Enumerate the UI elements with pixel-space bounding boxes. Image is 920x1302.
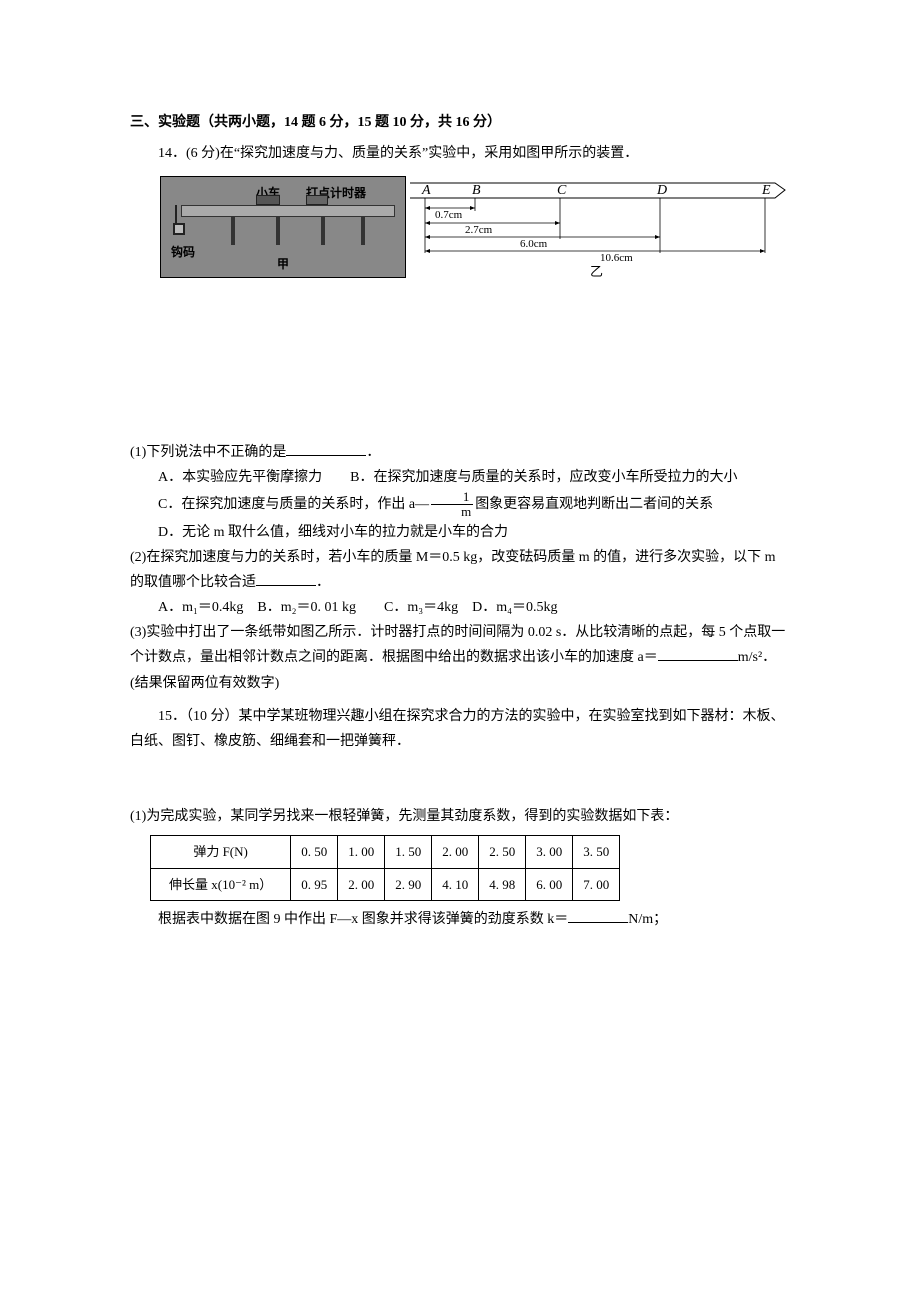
- table-cell: 1. 00: [338, 836, 385, 868]
- blank-2: [256, 572, 316, 586]
- q14-optc-pre: C．在探究加速度与质量的关系时，作出 a—: [158, 497, 429, 512]
- frac-den: m: [431, 505, 473, 519]
- blank-4: [568, 909, 628, 923]
- cart-shape: [256, 195, 280, 205]
- q15-after-table: 根据表中数据在图 9 中作出 F—x 图象并求得该弹簧的劲度系数 k＝ N/m；: [130, 907, 790, 932]
- blank-3: [658, 647, 738, 661]
- q14-part1-tail: ．: [366, 445, 380, 460]
- fig-jia-label: 甲: [277, 254, 289, 276]
- q14-part2-tail: ．: [316, 575, 330, 590]
- tape-point-d: D: [656, 183, 667, 198]
- table-cell: 2. 50: [479, 836, 526, 868]
- table-cell: 2. 00: [432, 836, 479, 868]
- section-title: 三、实验题（共两小题，14 题 6 分，15 题 10 分，共 16 分）: [130, 110, 790, 135]
- pulley-line: [175, 205, 177, 223]
- table-header-x: 伸长量 x(10⁻² m）: [151, 868, 291, 900]
- tape-diagram: A B C D E 0.7cm 2.7cm 6.0cm: [410, 176, 790, 289]
- q14-intro: 14．(6 分)在“探究加速度与力、质量的关系”实验中，采用如图甲所示的装置．: [130, 141, 790, 166]
- frac-num: 1: [431, 490, 473, 505]
- blank-1: [286, 442, 366, 456]
- tape-d3: 6.0cm: [520, 238, 548, 250]
- table-cell: 4. 98: [479, 868, 526, 900]
- table-cell: 3. 00: [526, 836, 573, 868]
- fraction-1-m: 1m: [431, 490, 473, 520]
- diagram-row: 小车 打点计时器 钩码 甲 A B C D E: [160, 176, 790, 289]
- tape-point-b: B: [472, 183, 481, 198]
- table-cell: 0. 50: [291, 836, 338, 868]
- track-shape: [181, 205, 395, 217]
- legs: [221, 217, 365, 245]
- q14-part2: (2)在探究加速度与力的关系时，若小车的质量 M＝0.5 kg，改变砝码质量 m…: [130, 545, 790, 595]
- q14-part1-lead: (1)下列说法中不正确的是 ．: [130, 440, 790, 465]
- tape-d2: 2.7cm: [465, 224, 493, 236]
- table-cell: 1. 50: [385, 836, 432, 868]
- q14-opt-ab: A．本实验应先平衡摩擦力 B．在探究加速度与质量的关系时，应改变小车所受拉力的大…: [130, 465, 790, 490]
- q14-optc-post: 图象更容易直观地判断出二者间的关系: [475, 497, 713, 512]
- table-cell: 4. 10: [432, 868, 479, 900]
- tape-point-c: C: [557, 183, 567, 198]
- data-table: 弹力 F(N) 0. 50 1. 00 1. 50 2. 00 2. 50 3.…: [150, 835, 620, 901]
- q15-after-pre: 根据表中数据在图 9 中作出 F—x 图象并求得该弹簧的劲度系数 k＝: [158, 912, 568, 927]
- table-cell: 0. 95: [291, 868, 338, 900]
- table-cell: 7. 00: [573, 868, 620, 900]
- weight-shape: [173, 223, 185, 235]
- q15-part1: (1)为完成实验，某同学另找来一根轻弹簧，先测量其劲度系数，得到的实验数据如下表…: [130, 804, 790, 829]
- tape-d4: 10.6cm: [600, 252, 633, 264]
- q14-part3: (3)实验中打出了一条纸带如图乙所示．计时器打点的时间间隔为 0.02 s．从比…: [130, 620, 790, 696]
- table-row: 伸长量 x(10⁻² m） 0. 95 2. 00 2. 90 4. 10 4.…: [151, 868, 620, 900]
- table-header-f: 弹力 F(N): [151, 836, 291, 868]
- q15-after-post: N/m；: [628, 912, 667, 927]
- table-cell: 2. 90: [385, 868, 432, 900]
- q14-part1-text: (1)下列说法中不正确的是: [130, 445, 286, 460]
- table-cell: 6. 00: [526, 868, 573, 900]
- timer-shape: [306, 195, 328, 205]
- q15-intro: 15．（10 分）某中学某班物理兴趣小组在探究求合力的方法的实验中，在实验室找到…: [130, 704, 790, 754]
- tape-point-e: E: [761, 183, 771, 198]
- tape-point-a: A: [421, 183, 431, 198]
- fig-yi-label: 乙: [590, 264, 603, 279]
- q14-opt-d: D．无论 m 取什么值，细线对小车的拉力就是小车的合力: [130, 520, 790, 545]
- weight-label: 钩码: [171, 242, 195, 264]
- apparatus-diagram: 小车 打点计时器 钩码 甲: [160, 176, 406, 278]
- q14-opt-c: C．在探究加速度与质量的关系时，作出 a—1m图象更容易直观地判断出二者间的关系: [130, 490, 790, 520]
- table-row: 弹力 F(N) 0. 50 1. 00 1. 50 2. 00 2. 50 3.…: [151, 836, 620, 868]
- table-cell: 2. 00: [338, 868, 385, 900]
- tape-d1: 0.7cm: [435, 209, 463, 221]
- q14-part2-text: (2)在探究加速度与力的关系时，若小车的质量 M＝0.5 kg，改变砝码质量 m…: [130, 550, 776, 590]
- table-cell: 3. 50: [573, 836, 620, 868]
- q14-part2-opts: A．m₁＝0.4kg B．m₂＝0. 01 kg C．m₃＝4kg D．m₄＝0…: [130, 595, 790, 620]
